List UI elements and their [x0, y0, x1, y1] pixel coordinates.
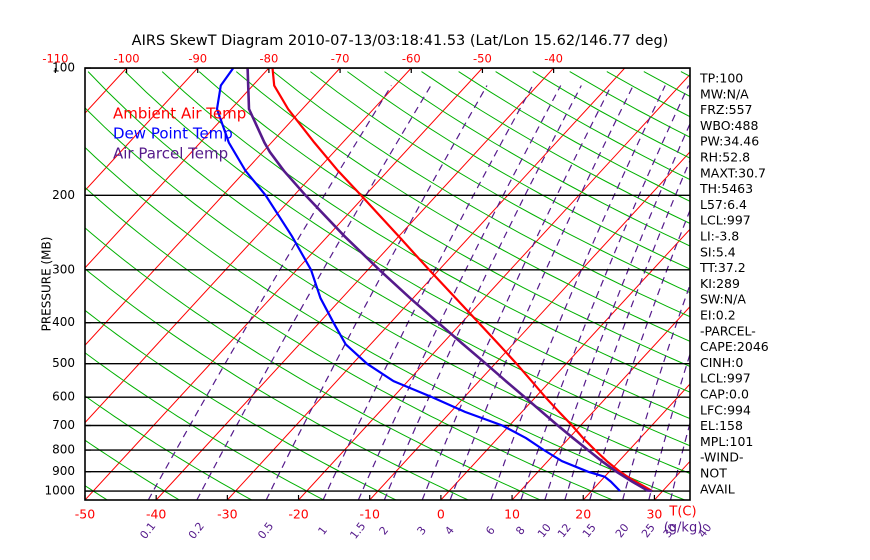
stat-24: -WIND- [700, 450, 744, 465]
mixing-ratio-tick-10: 10 [535, 521, 554, 540]
top-temp-tick-4: -80 [260, 52, 279, 66]
top-temp-tick-1: -110 [42, 52, 68, 66]
grid-layer [85, 68, 690, 500]
pressure-tick-9: 1000 [44, 484, 75, 498]
stat-7: TH:5463 [699, 181, 753, 196]
stat-9: LCL:997 [700, 213, 751, 228]
pressure-tick-0: 100 [52, 61, 75, 75]
bottom-temp-tick-0: -50 [75, 507, 95, 522]
top-temp-tick-6: -60 [402, 52, 421, 66]
top-temp-tick-8: -40 [544, 52, 563, 66]
stat-17: CAPE:2046 [700, 339, 769, 354]
stat-10: LI:-3.8 [700, 229, 739, 244]
stat-16: -PARCEL- [700, 323, 756, 338]
pressure-tick-8: 900 [52, 464, 75, 478]
y-axis-label: PRESSURE (MB) [40, 237, 54, 332]
stat-19: LCL:997 [700, 371, 751, 386]
bottom-temp-tick-4: -10 [359, 507, 379, 522]
top-temp-tick-7: -50 [473, 52, 492, 66]
profile-curves [215, 68, 653, 493]
mixing-ratio-tick-12: 15 [580, 521, 599, 540]
mixing-ratio-tick-3: 1 [315, 524, 330, 538]
chart-title: AIRS SkewT Diagram 2010-07-13/03:18:41.5… [132, 33, 669, 49]
x-axis-temp-label: T(C) [668, 505, 696, 520]
curve-parcel [246, 68, 653, 493]
stat-14: SW:N/A [700, 292, 746, 307]
stat-11: SI:5.4 [700, 244, 736, 259]
stat-1: MW:N/A [700, 86, 749, 101]
mixing-ratio-tick-8: 6 [483, 524, 498, 538]
legend-item-0: Ambient Air Temp [113, 105, 246, 123]
top-temp-tick-2: -100 [114, 52, 140, 66]
pressure-tick-3: 400 [52, 315, 75, 329]
plot-frame [84, 67, 691, 501]
mixing-ratio-tick-0: 0.1 [137, 520, 158, 542]
stat-20: CAP:0.0 [700, 387, 749, 402]
mixing-ratio-tick-11: 12 [555, 521, 574, 540]
mixing-ratio-tick-1: 0.2 [186, 520, 207, 542]
mixing-ratio-tick-5: 2 [377, 524, 392, 538]
curve-temp [271, 68, 653, 492]
stat-4: PW:34.46 [700, 134, 759, 149]
pressure-tick-6: 700 [52, 418, 75, 432]
top-temp-tick-3: -90 [188, 52, 207, 66]
curve-dewpoint [215, 68, 621, 492]
bottom-temp-tick-6: 10 [504, 507, 520, 522]
legend-item-2: Air Parcel Temp [113, 145, 228, 163]
stat-0: TP:100 [699, 71, 743, 86]
bottom-temp-tick-7: 20 [575, 507, 591, 522]
stat-13: KI:289 [700, 276, 740, 291]
stat-2: FRZ:557 [700, 102, 753, 117]
mixing-ratio-tick-14: 25 [639, 521, 658, 540]
pressure-tick-1: 200 [52, 188, 75, 202]
mixing-ratio-tick-6: 3 [415, 524, 430, 538]
mixing-ratio-tick-9: 8 [513, 524, 528, 538]
pressure-tick-5: 600 [52, 390, 75, 404]
stat-5: RH:52.8 [700, 150, 750, 165]
stat-25: NOT [700, 466, 727, 481]
bottom-temp-tick-3: -20 [288, 507, 308, 522]
mixing-ratio-tick-7: 4 [442, 524, 457, 538]
bottom-temp-tick-1: -40 [146, 507, 166, 522]
stat-15: EI:0.2 [700, 308, 736, 323]
pressure-tick-2: 300 [52, 262, 75, 276]
top-temp-tick-5: -70 [331, 52, 350, 66]
stat-8: L57:6.4 [700, 197, 747, 212]
mixing-ratio-tick-2: 0.5 [255, 520, 276, 542]
mixing-ratio-tick-13: 20 [613, 521, 632, 540]
pressure-tick-7: 800 [52, 443, 75, 457]
mixing-ratio-tick-4: 1.5 [347, 520, 368, 542]
stat-23: MPL:101 [700, 434, 753, 449]
stat-26: AVAIL [700, 481, 735, 496]
stat-18: CINH:0 [700, 355, 743, 370]
x-axis-mixing-label: (g/kg) [664, 521, 703, 536]
bottom-temp-tick-8: 30 [646, 507, 662, 522]
stat-3: WBO:488 [700, 118, 758, 133]
bottom-temp-tick-2: -30 [217, 507, 237, 522]
stat-12: TT:37.2 [699, 260, 746, 275]
stat-22: EL:158 [700, 418, 743, 433]
legend-item-1: Dew Point Temp [113, 125, 233, 143]
stat-6: MAXT:30.7 [700, 165, 766, 180]
pressure-tick-4: 500 [52, 356, 75, 370]
bottom-temp-tick-5: 0 [437, 507, 445, 522]
stat-21: LFC:994 [700, 402, 751, 417]
